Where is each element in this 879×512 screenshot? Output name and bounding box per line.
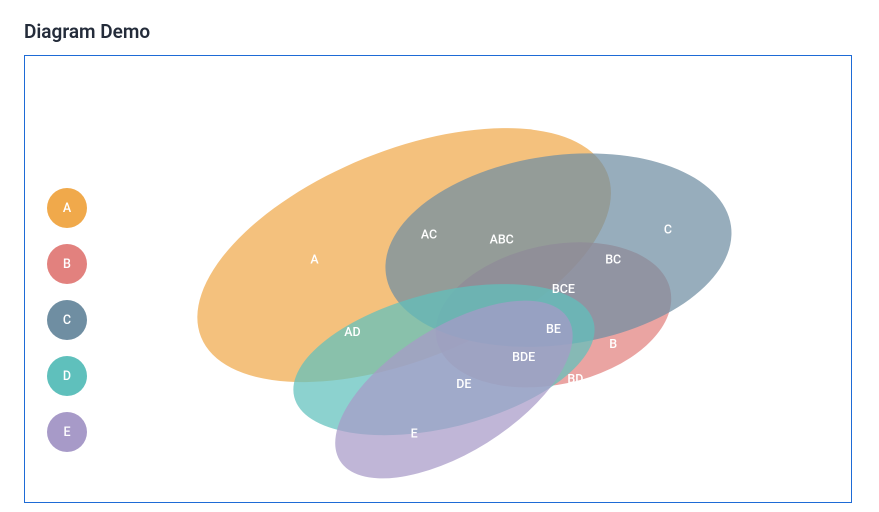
legend-label: E <box>63 425 70 440</box>
legend-label: A <box>63 201 71 216</box>
legend-label: B <box>63 257 71 272</box>
legend: A B C D E <box>47 188 87 452</box>
region-label-bce: BCE <box>552 282 575 297</box>
region-label-b: B <box>609 337 617 352</box>
region-label-ad: AD <box>344 325 360 340</box>
legend-item-b[interactable]: B <box>47 244 87 284</box>
region-label-ac: AC <box>421 227 437 242</box>
region-label-de: DE <box>456 377 471 392</box>
page-title: Diagram Demo <box>24 20 855 43</box>
page-root: Diagram Demo AACABCCBCBCEBEBADBDEBDDEDE … <box>0 0 879 512</box>
diagram-panel: AACABCCBCBCEBEBADBDEBDDEDE A B C D E <box>24 55 852 503</box>
region-label-bd: BD <box>567 372 583 387</box>
region-label-c: C <box>664 222 672 237</box>
region-label-e: E <box>411 427 418 442</box>
region-label-bc: BC <box>605 252 621 267</box>
region-label-be: BE <box>546 322 561 337</box>
venn-ellipses <box>162 76 744 502</box>
legend-label: D <box>63 369 71 384</box>
region-label-a: A <box>310 252 319 267</box>
region-label-d: D <box>549 402 557 417</box>
legend-label: C <box>63 313 71 328</box>
legend-item-a[interactable]: A <box>47 188 87 228</box>
legend-item-d[interactable]: D <box>47 356 87 396</box>
legend-item-e[interactable]: E <box>47 412 87 452</box>
legend-item-c[interactable]: C <box>47 300 87 340</box>
venn-svg: AACABCCBCBCEBEBADBDEBDDEDE <box>25 56 851 502</box>
region-label-abc: ABC <box>490 232 514 247</box>
region-label-bde: BDE <box>512 350 535 365</box>
